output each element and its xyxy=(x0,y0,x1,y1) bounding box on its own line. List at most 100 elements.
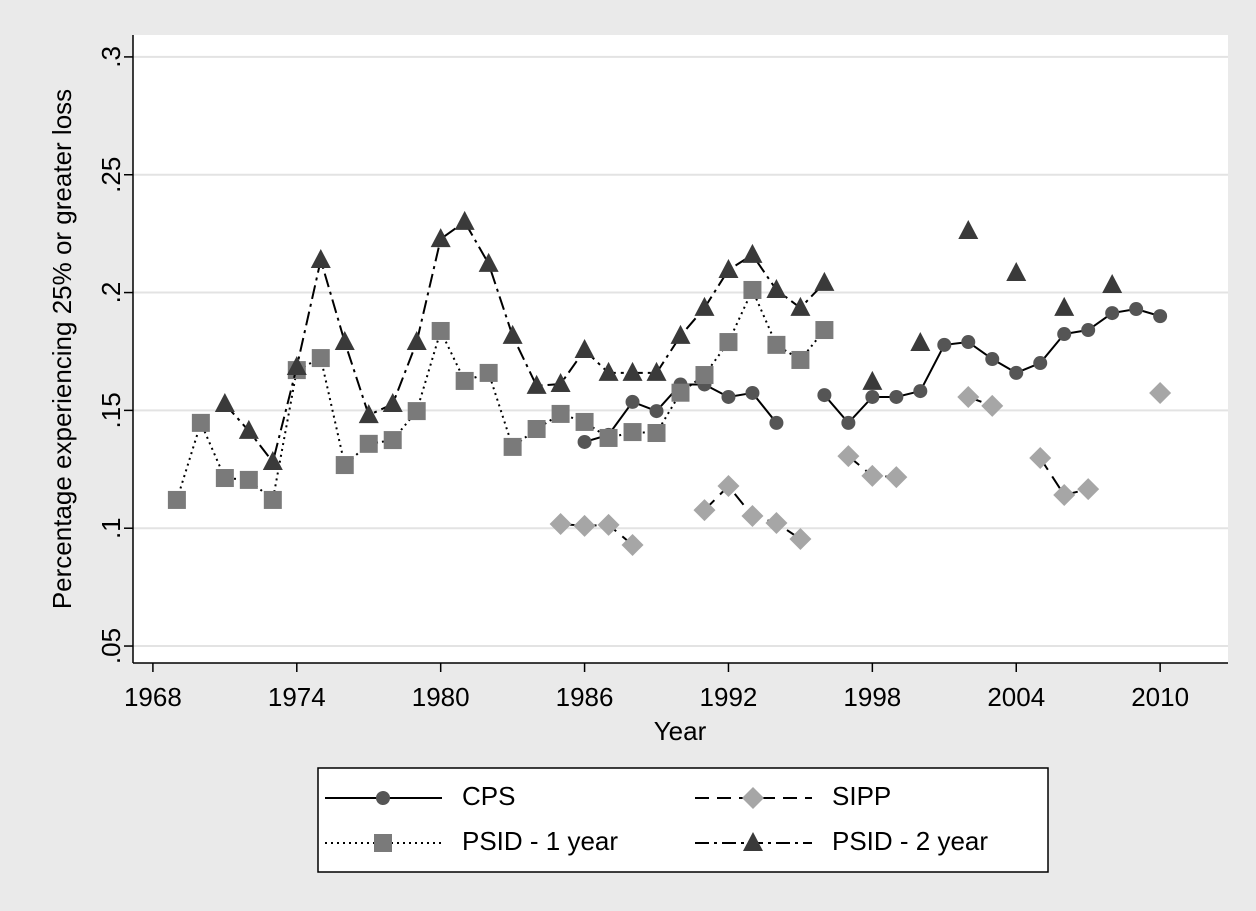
marker xyxy=(1033,356,1048,371)
marker xyxy=(430,228,451,248)
marker xyxy=(957,385,980,408)
marker xyxy=(841,415,856,430)
marker xyxy=(693,499,716,522)
x-tick-label: 1980 xyxy=(412,682,470,712)
marker xyxy=(358,404,379,424)
marker xyxy=(694,296,715,316)
marker xyxy=(745,385,760,400)
marker xyxy=(719,333,738,352)
legend-label: SIPP xyxy=(832,781,891,811)
marker xyxy=(406,331,427,351)
marker xyxy=(670,324,691,344)
marker xyxy=(599,428,618,447)
legend-label: CPS xyxy=(462,781,515,811)
marker xyxy=(961,335,976,350)
marker xyxy=(262,450,283,470)
marker xyxy=(791,350,810,369)
marker xyxy=(383,431,402,450)
marker xyxy=(718,258,739,278)
marker xyxy=(1054,296,1075,316)
marker xyxy=(215,469,234,488)
marker xyxy=(407,402,426,421)
marker xyxy=(985,352,1000,367)
marker xyxy=(598,361,619,381)
marker xyxy=(767,335,786,354)
marker xyxy=(527,420,546,439)
marker xyxy=(937,337,952,352)
legend-label: PSID - 2 year xyxy=(832,826,988,856)
marker xyxy=(717,475,740,498)
marker xyxy=(769,415,784,430)
y-tick-label: .3 xyxy=(96,46,126,68)
marker xyxy=(1149,381,1172,404)
marker xyxy=(1053,483,1076,506)
legend-marker xyxy=(742,787,764,809)
marker xyxy=(913,384,928,399)
marker xyxy=(454,210,475,230)
legend-box xyxy=(317,767,1049,873)
marker xyxy=(526,374,547,394)
plot-area xyxy=(133,35,1228,663)
marker xyxy=(263,490,282,509)
x-tick-label: 1986 xyxy=(556,682,614,712)
marker xyxy=(214,393,235,413)
marker xyxy=(790,296,811,316)
marker xyxy=(621,533,644,556)
marker xyxy=(191,413,210,432)
marker xyxy=(167,490,186,509)
marker xyxy=(1077,478,1100,501)
marker xyxy=(837,445,860,468)
marker xyxy=(573,514,596,537)
y-tick-label: .1 xyxy=(96,517,126,539)
marker xyxy=(334,331,355,351)
marker xyxy=(478,252,499,272)
marker xyxy=(649,404,664,419)
x-axis-label: Year xyxy=(654,716,707,746)
marker xyxy=(885,466,908,489)
x-tick-label: 2010 xyxy=(1131,682,1189,712)
marker xyxy=(817,388,832,403)
x-tick-label: 1992 xyxy=(700,682,758,712)
marker xyxy=(623,423,642,442)
marker xyxy=(239,470,258,489)
marker xyxy=(889,389,904,404)
marker xyxy=(503,437,522,456)
marker xyxy=(671,383,690,402)
marker xyxy=(741,504,764,527)
marker xyxy=(1081,323,1096,338)
marker xyxy=(1009,365,1024,380)
marker xyxy=(1057,327,1072,342)
legend-label: PSID - 1 year xyxy=(462,826,618,856)
marker xyxy=(551,404,570,423)
marker xyxy=(721,389,736,404)
marker xyxy=(862,370,883,390)
marker xyxy=(789,528,812,551)
marker xyxy=(359,434,378,453)
x-tick-label: 1968 xyxy=(124,682,182,712)
marker xyxy=(575,412,594,431)
marker xyxy=(695,366,714,385)
marker xyxy=(647,424,666,443)
marker xyxy=(597,513,620,536)
marker xyxy=(310,249,331,269)
legend-marker xyxy=(743,832,763,851)
marker xyxy=(382,393,403,413)
marker xyxy=(431,321,450,340)
marker xyxy=(861,464,884,487)
marker xyxy=(455,371,474,390)
x-tick-label: 2004 xyxy=(987,682,1045,712)
marker xyxy=(335,456,354,475)
y-tick-label: .05 xyxy=(96,628,126,664)
marker xyxy=(577,434,592,449)
x-tick-label: 1974 xyxy=(268,682,326,712)
marker xyxy=(1029,446,1052,469)
marker xyxy=(622,361,643,381)
marker xyxy=(286,356,307,376)
marker xyxy=(1105,306,1120,321)
marker xyxy=(815,321,834,340)
marker xyxy=(765,512,788,535)
y-axis-label: Percentage experiencing 25% or greater l… xyxy=(47,89,77,609)
legend-marker xyxy=(374,834,392,852)
series-line xyxy=(560,522,634,546)
